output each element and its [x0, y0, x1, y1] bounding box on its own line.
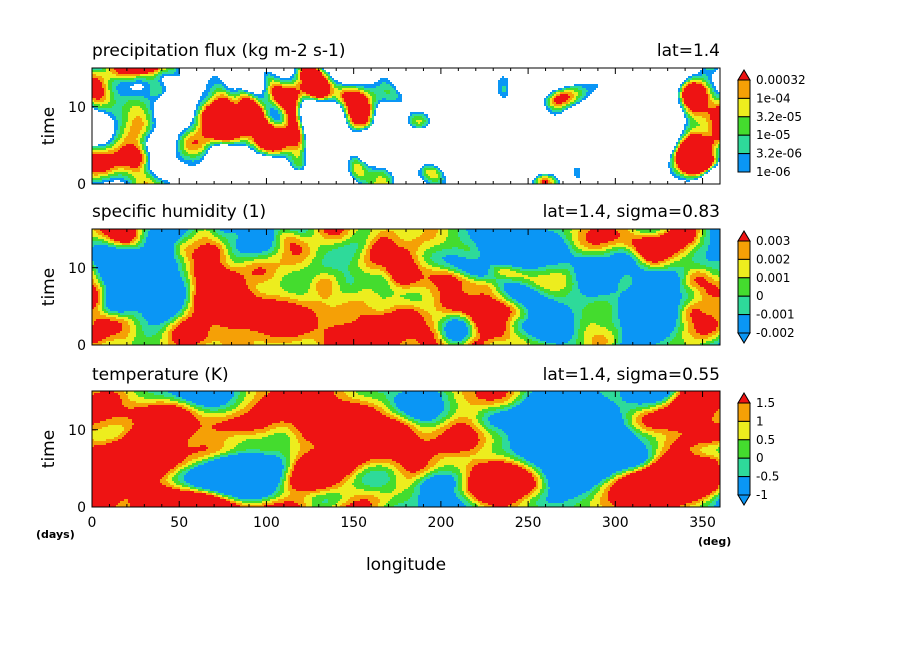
panel-3-annotation: lat=1.4, sigma=0.55	[543, 365, 720, 385]
panel-1-heatmap	[92, 68, 720, 184]
panel-2-title: specific humidity (1)	[92, 202, 266, 222]
colorbar-segment	[737, 439, 751, 459]
xtick-label-100: 100	[253, 515, 280, 531]
colorbar-label: 0.00032	[756, 73, 806, 87]
xtick-label-350: 350	[689, 515, 716, 531]
heatmap-image-2	[92, 229, 720, 345]
xtick-label-0: 0	[88, 515, 97, 531]
colorbar-segment	[737, 240, 751, 260]
colorbar-label: 0.003	[756, 234, 790, 248]
panel-3-x-ticks	[108, 391, 704, 507]
colorbar-label: 1e-06	[756, 165, 791, 179]
panel-3-ylabel: time	[39, 430, 59, 468]
panel-1-annotation: lat=1.4	[657, 41, 720, 61]
colorbar-top-arrow	[737, 392, 751, 404]
colorbar-label: 1e-05	[756, 128, 791, 142]
colorbar-segment	[737, 476, 751, 496]
colorbar-segment	[737, 277, 751, 297]
colorbar-segment	[737, 402, 751, 422]
panel-precipitation: precipitation flux (kg m-2 s-1) lat=1.4 …	[39, 41, 806, 193]
colorbar-segment	[737, 79, 751, 99]
panel-2-x-ticks	[108, 229, 704, 345]
panel-specific-humidity: specific humidity (1) lat=1.4, sigma=0.8…	[39, 202, 795, 354]
xtick-label-50: 50	[170, 515, 188, 531]
panel-3-ytick-10: 10	[68, 423, 86, 439]
panel-1-title: precipitation flux (kg m-2 s-1)	[92, 41, 345, 61]
panel-3-title: temperature (K)	[92, 365, 229, 385]
xtick-label-300: 300	[602, 515, 629, 531]
colorbar-segment	[737, 314, 751, 334]
panel-2-ylabel: time	[39, 268, 59, 306]
panel-1-ylabel: time	[39, 107, 59, 145]
colorbar-label: -1	[756, 488, 768, 502]
colorbar-label: 0.002	[756, 252, 790, 266]
colorbar-label: 1e-04	[756, 91, 791, 105]
panel-temperature: temperature (K) lat=1.4, sigma=0.55 0 10…	[39, 365, 779, 516]
colorbar-label: 1	[756, 414, 764, 428]
colorbar-segment	[737, 258, 751, 279]
colorbar-label: 3.2e-06	[756, 147, 802, 161]
colorbar-top-arrow	[737, 230, 751, 242]
panel-1-x-ticks	[108, 68, 704, 184]
panel-2-heatmap	[92, 229, 720, 345]
x-axis-label: longitude	[366, 555, 446, 575]
colorbar-segment	[737, 457, 751, 478]
panel-1-ytick-10: 10	[68, 100, 86, 116]
colorbar-label: -0.002	[756, 326, 795, 340]
heatmap-image-1	[92, 68, 720, 184]
panel-2-annotation: lat=1.4, sigma=0.83	[543, 202, 720, 222]
panel-2-colorbar: 0.003 0.002 0.001 0 -0.001 -0.002	[737, 230, 795, 344]
xtick-label-250: 250	[515, 515, 542, 531]
colorbar-segment	[737, 295, 751, 316]
panel-3-colorbar: 1.5 1 0.5 0 -0.5 -1	[737, 392, 779, 506]
x-unit-label: (deg)	[698, 535, 731, 548]
colorbar-segment	[737, 116, 751, 136]
panel-1-ytick-0: 0	[77, 177, 86, 193]
panel-3-heatmap	[92, 391, 720, 507]
colorbar-segment	[737, 420, 751, 441]
colorbar-label: 0	[756, 289, 764, 303]
colorbar-label: -0.5	[756, 470, 779, 484]
x-tick-labels: 0 50 100 150 200 250 300 350	[88, 515, 716, 531]
xtick-label-200: 200	[428, 515, 455, 531]
colorbar-label: 0	[756, 451, 764, 465]
colorbar-bottom-arrow	[737, 494, 751, 506]
panel-2-ytick-0: 0	[77, 338, 86, 354]
colorbar-label: 3.2e-05	[756, 110, 802, 124]
colorbar-label: 0.001	[756, 271, 790, 285]
heatmap-image-3	[92, 391, 720, 507]
panel-1-colorbar: 0.00032 1e-04 3.2e-05 1e-05 3.2e-06 1e-06	[737, 69, 806, 179]
colorbar-label: 1.5	[756, 396, 775, 410]
xtick-label-150: 150	[340, 515, 367, 531]
colorbar-bottom-arrow	[737, 332, 751, 344]
colorbar-label: 0.5	[756, 433, 775, 447]
colorbar-segment	[737, 97, 751, 118]
colorbar-top-arrow	[737, 69, 751, 81]
panel-3-ytick-0: 0	[77, 500, 86, 516]
y-unit-label: (days)	[36, 528, 75, 541]
colorbar-label: -0.001	[756, 308, 795, 322]
colorbar-segment	[737, 153, 751, 173]
panel-2-ytick-10: 10	[68, 261, 86, 277]
colorbar-segment	[737, 134, 751, 155]
